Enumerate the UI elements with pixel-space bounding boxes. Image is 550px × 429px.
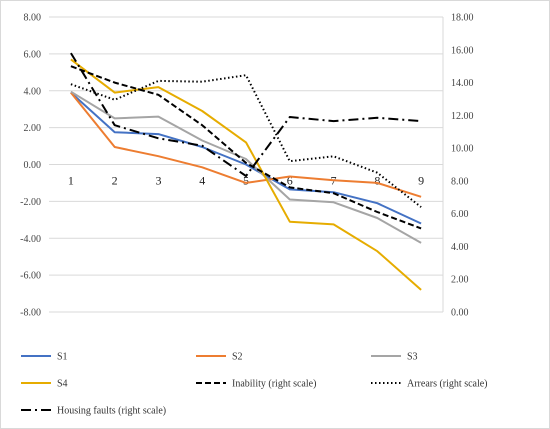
category-label: 6 [287,174,293,188]
left-tick-label: -4.00 [20,234,41,245]
left-axis-ticks: -8.00 -6.00 -4.00 -2.00 0.00 2.00 4.00 6.00 8.00 [20,13,41,319]
left-tick-label: -6.00 [20,271,41,282]
series-line-housing-faults [70,52,422,177]
right-tick-label: 8.00 [451,176,469,187]
series-line-s4 [70,58,422,291]
category-label: 1 [68,174,74,188]
right-tick-label: 18.00 [451,13,474,24]
right-tick-label: 14.00 [451,78,474,89]
left-tick-label: 4.00 [24,86,42,97]
left-tick-label: 2.00 [24,123,42,134]
series-line-inability [70,65,422,230]
right-tick-label: 0.00 [451,308,469,319]
series-line-s3 [70,90,422,244]
category-label: 3 [155,174,161,188]
right-tick-label: 6.00 [451,209,469,220]
left-tick-label: 8.00 [24,13,42,24]
left-tick-label: -8.00 [20,308,41,319]
series-lines [70,52,422,291]
right-tick-label: 16.00 [451,45,474,56]
right-tick-label: 12.00 [451,111,474,122]
legend-label-housing-faults: Housing faults (right scale) [57,406,166,417]
left-tick-label: 0.00 [24,160,42,171]
legend-label-inability: Inability (right scale) [232,379,316,390]
series-line-s1 [70,91,422,225]
legend-label-s3: S3 [407,352,418,363]
category-label: 8 [374,174,380,188]
right-tick-label: 10.00 [451,144,474,155]
right-tick-label: 2.00 [451,275,469,286]
category-label: 5 [243,174,249,188]
left-tick-label: 6.00 [24,49,42,60]
category-label: 2 [112,174,118,188]
legend-label-s1: S1 [57,352,68,363]
legend-label-s2: S2 [232,352,243,363]
category-label: 4 [199,174,205,188]
series-line-s2 [70,91,422,198]
legend-label-arrears: Arrears (right scale) [407,379,488,390]
legend-label-s4: S4 [57,379,68,390]
legend: S1 S2 S3 S4 Inability (right scale) Arrears (… [21,352,488,417]
right-axis-ticks: 0.00 2.00 4.00 6.00 8.00 10.00 12.00 14.00 16.00… [451,13,474,319]
right-tick-label: 4.00 [451,242,469,253]
category-label: 9 [418,174,424,188]
left-tick-label: -2.00 [20,197,41,208]
